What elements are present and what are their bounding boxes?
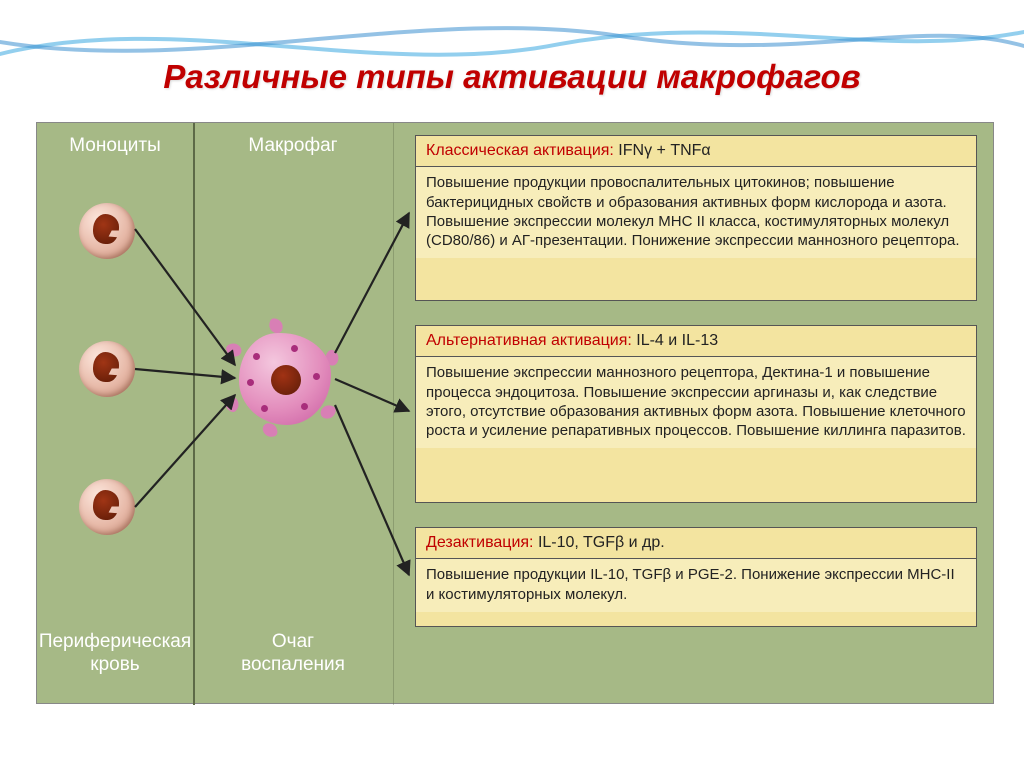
- info-box-0: Классическая активация: IFNγ + TNFαПовыш…: [415, 135, 977, 301]
- col-label-macrophage: Макрофаг: [193, 135, 393, 157]
- info-box-header-rest: IL-4 и IL-13: [632, 332, 718, 349]
- info-box-header: Классическая активация: IFNγ + TNFα: [416, 136, 976, 167]
- info-box-header-red: Альтернативная активация:: [426, 332, 632, 349]
- divider-1: [193, 123, 195, 705]
- info-box-header-rest: IFNγ + TNFα: [614, 142, 711, 159]
- info-box-1: Альтернативная активация: IL-4 и IL-13По…: [415, 325, 977, 503]
- bottom-label-inflammation: Очаг воспаления: [193, 631, 393, 677]
- info-box-body: Повышение экспрессии маннозного рецептор…: [416, 357, 976, 448]
- info-box-header-red: Классическая активация:: [426, 142, 614, 159]
- info-box-body: Повышение продукции провоспалительных ци…: [416, 167, 976, 258]
- info-box-header: Альтернативная активация: IL-4 и IL-13: [416, 326, 976, 357]
- monocyte-cell-icon: [79, 203, 135, 259]
- col-label-monocytes: Моноциты: [37, 135, 193, 157]
- info-box-2: Дезактивация: IL-10, TGFβ и др.Повышение…: [415, 527, 977, 627]
- macrophage-cell-icon: [229, 323, 341, 435]
- monocyte-cell-icon: [79, 479, 135, 535]
- info-box-body: Повышение продукции IL-10, TGFβ и PGE-2.…: [416, 559, 976, 611]
- monocyte-cell-icon: [79, 341, 135, 397]
- bottom-label-blood: Периферическая кровь: [37, 631, 193, 677]
- divider-2: [393, 123, 394, 705]
- page-title: Различные типы активации макрофагов: [0, 58, 1024, 96]
- info-box-header-red: Дезактивация:: [426, 534, 534, 551]
- info-box-header: Дезактивация: IL-10, TGFβ и др.: [416, 528, 976, 559]
- diagram-panel: Моноциты Макрофаг Периферическая кровь О…: [36, 122, 994, 704]
- info-box-header-rest: IL-10, TGFβ и др.: [534, 534, 665, 551]
